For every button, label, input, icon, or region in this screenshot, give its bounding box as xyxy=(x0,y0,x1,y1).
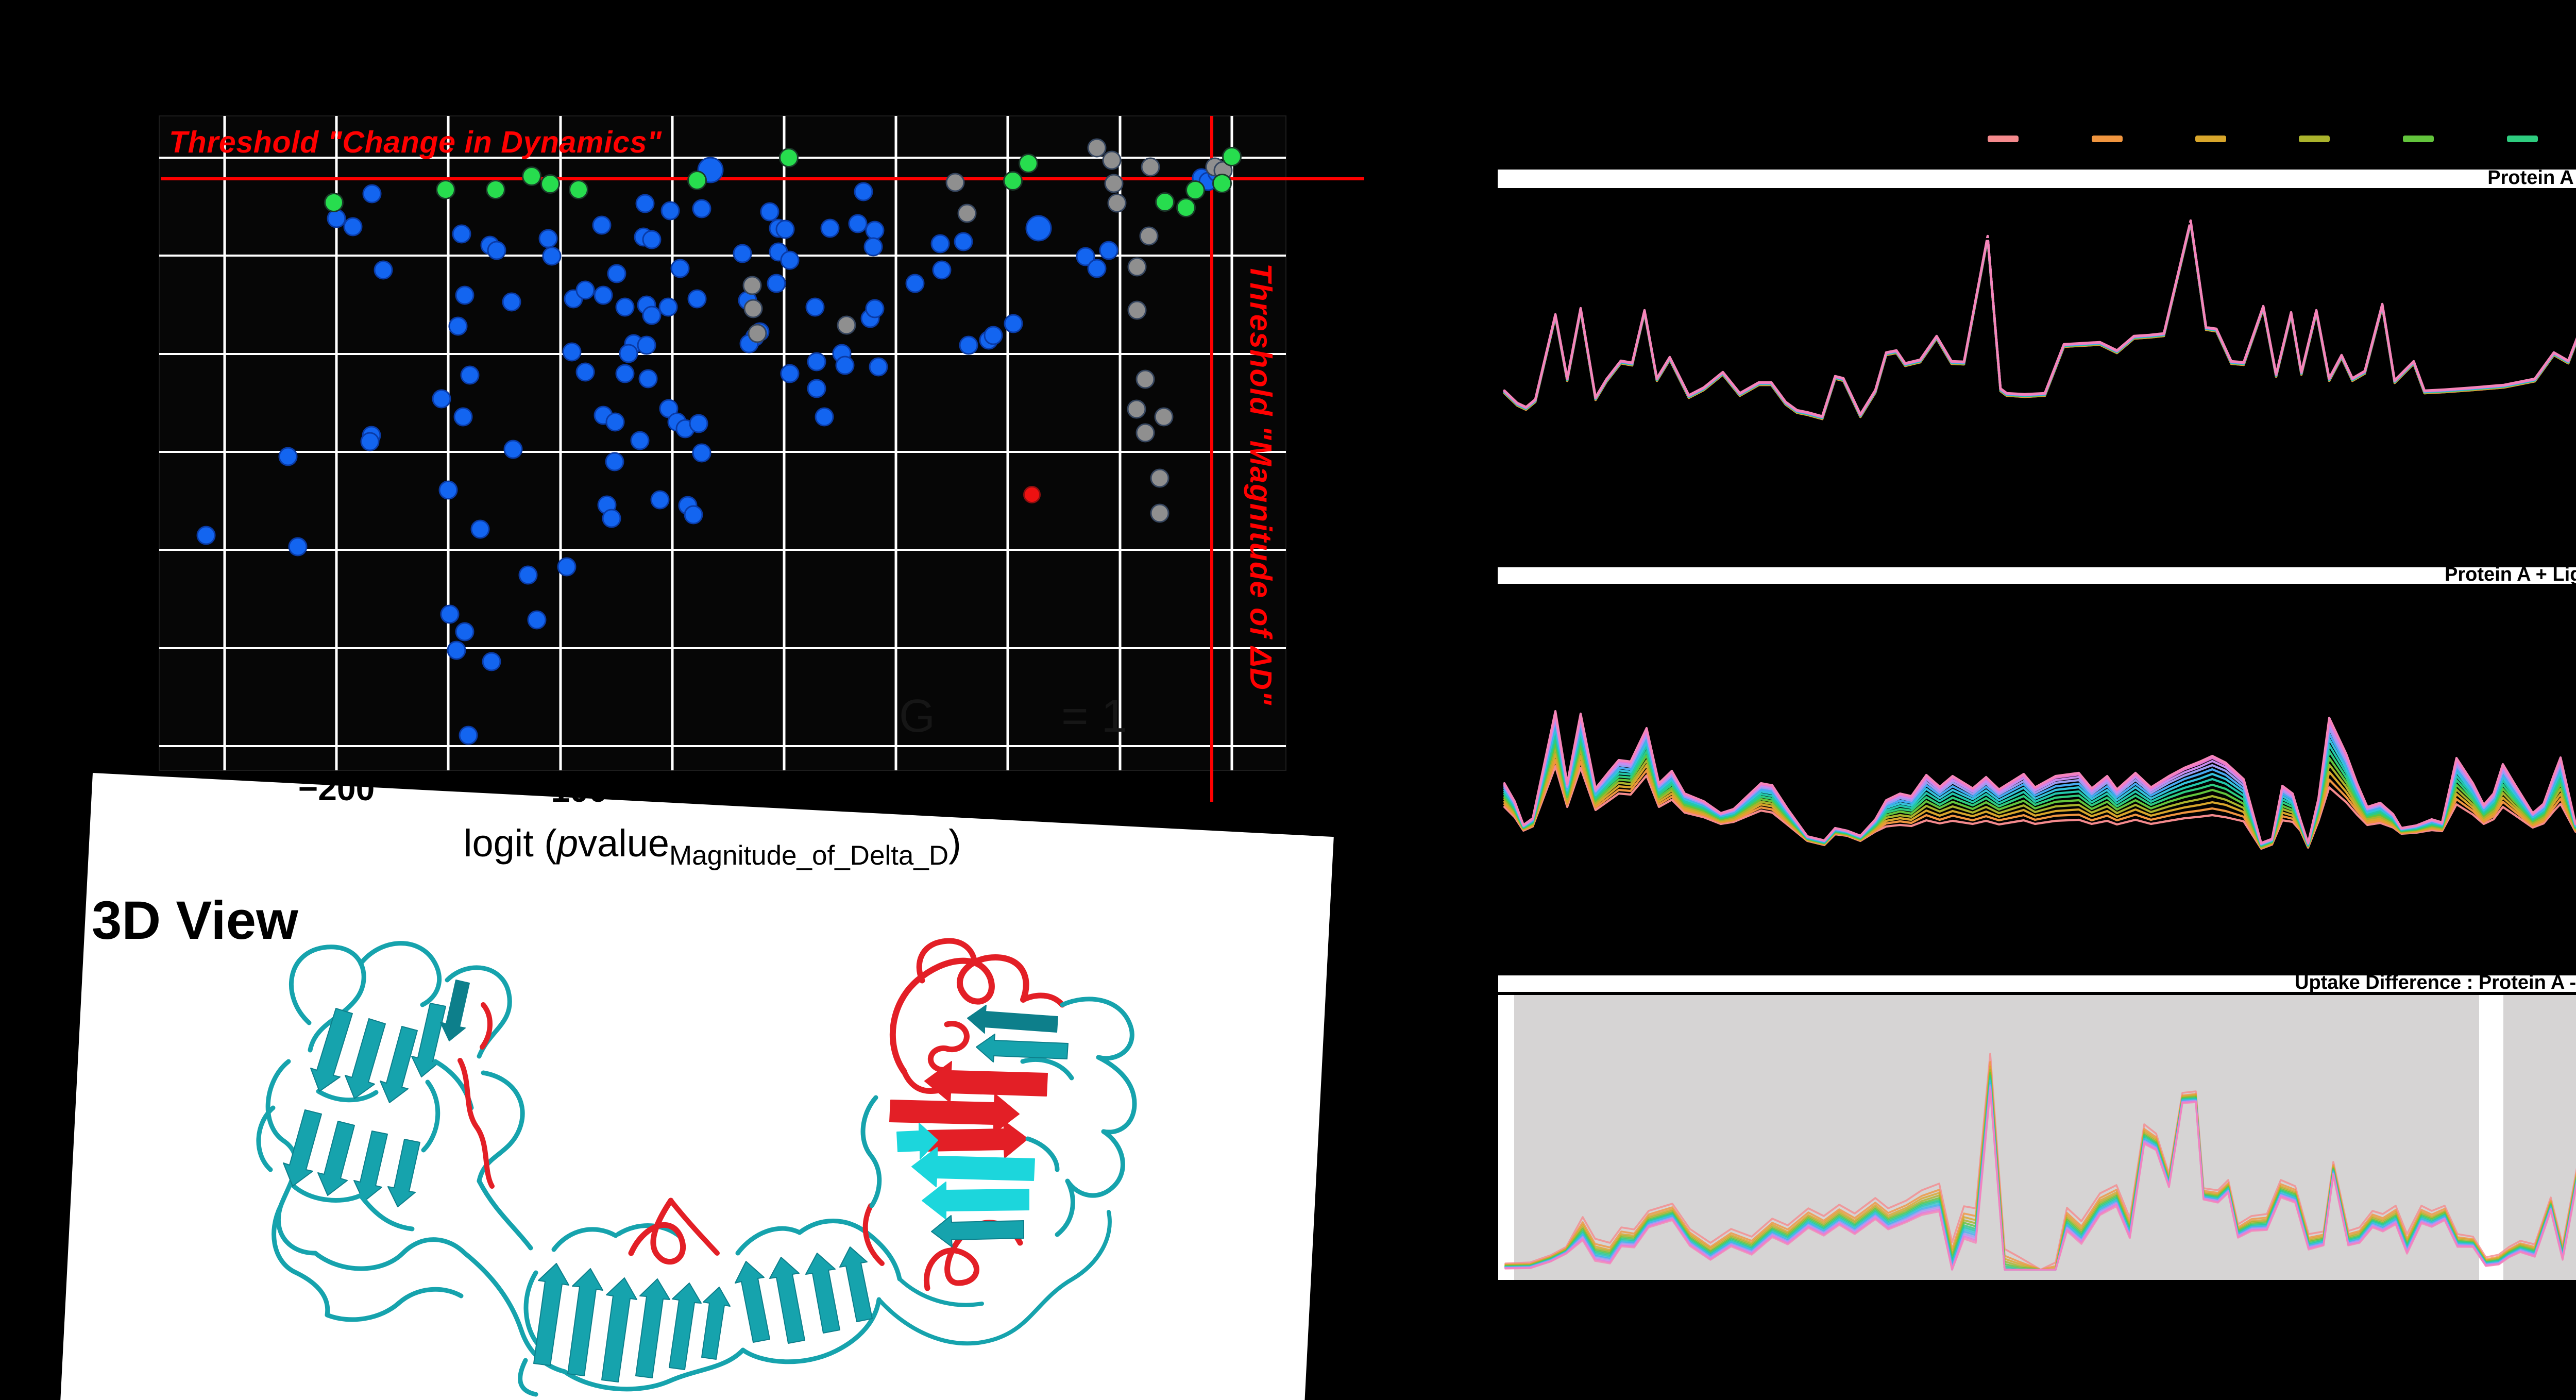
svg-text:Uptake Difference : Protein A: Uptake Difference : Protein A - (Protein… xyxy=(2295,972,2576,993)
svg-text:Threshold "Magnitude of ΔD": Threshold "Magnitude of ΔD" xyxy=(1244,263,1278,705)
svg-text:= 1: = 1 xyxy=(1061,690,1127,742)
svg-text:3D View: 3D View xyxy=(92,890,298,951)
svg-text:Threshold "Change in Dynamics": Threshold "Change in Dynamics" xyxy=(169,125,662,159)
svg-text:−100: −100 xyxy=(531,771,608,809)
svg-text:G: G xyxy=(899,690,935,742)
svg-text:−200: −200 xyxy=(298,769,375,807)
svg-text:Protein A: Protein A xyxy=(2487,167,2574,189)
svg-text:Protein A + Ligand: Protein A + Ligand xyxy=(2445,564,2576,585)
